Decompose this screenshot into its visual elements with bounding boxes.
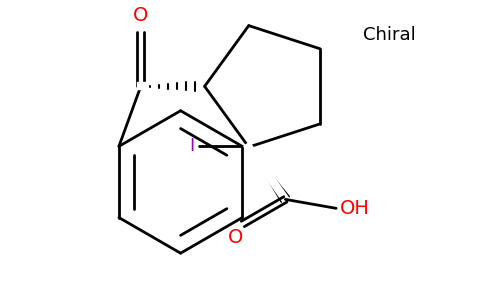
Text: O: O [133, 6, 149, 25]
Polygon shape [249, 147, 289, 202]
Text: I: I [189, 137, 195, 155]
Text: OH: OH [340, 199, 370, 218]
Text: O: O [228, 228, 243, 247]
Text: Chiral: Chiral [363, 26, 416, 44]
